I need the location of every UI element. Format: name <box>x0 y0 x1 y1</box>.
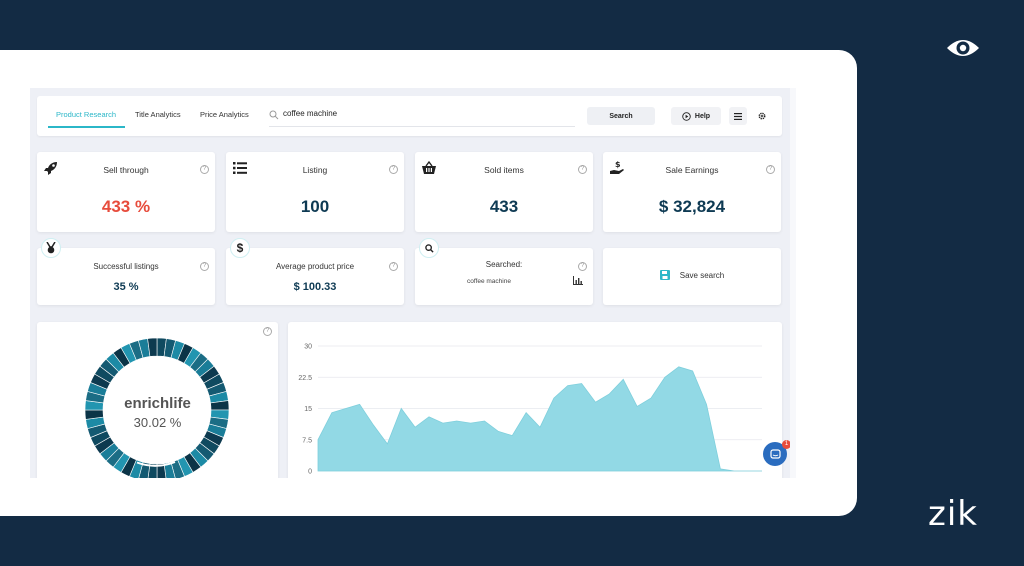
search-badge <box>419 238 439 258</box>
dollar-icon: $ <box>236 241 244 255</box>
help-icon[interactable]: ? <box>389 262 398 271</box>
eye-icon <box>947 40 979 56</box>
tab-product-research[interactable]: Product Research <box>56 110 117 119</box>
chat-icon <box>769 448 781 459</box>
sell-through-title: Sell through <box>103 165 149 175</box>
sold-items-card: Sold items ? 433 <box>415 152 593 232</box>
search-input[interactable]: coffee machine <box>283 109 338 118</box>
screenshot-edge <box>790 88 796 478</box>
tab-title-analytics[interactable]: Title Analytics <box>135 110 181 119</box>
listing-title: Listing <box>302 165 328 175</box>
average-price-title: Average product price <box>275 262 355 271</box>
search-icon <box>424 243 434 253</box>
medal-badge <box>41 238 61 258</box>
sale-earnings-title: Sale Earnings <box>665 165 719 175</box>
successful-listings-card: Successful listings ? 35 % <box>37 238 215 305</box>
settings-button[interactable] <box>753 107 771 125</box>
save-search-label: Save search <box>679 270 725 280</box>
successful-listings-value: 35 % <box>113 281 139 293</box>
area-series <box>317 366 762 472</box>
top-brand-panel: ? enrichlife 30.02 % <box>37 322 278 478</box>
dashboard-screenshot: Product Research Title Analytics Price A… <box>30 88 796 478</box>
searched-title: Searched: <box>485 260 523 269</box>
help-icon[interactable]: ? <box>200 165 209 174</box>
save-search-card[interactable]: Save search <box>603 248 781 305</box>
sell-through-value: 433 % <box>101 197 151 216</box>
search-icon <box>269 110 279 120</box>
sales-area-chart: 30 22.5 15 7.5 0 <box>298 344 762 476</box>
help-icon[interactable]: ? <box>263 327 272 336</box>
top-bar: Product Research Title Analytics Price A… <box>37 96 782 136</box>
promo-card: Product Research Title Analytics Price A… <box>0 50 857 516</box>
search-button[interactable]: Search <box>587 107 655 125</box>
medal-icon <box>46 242 56 254</box>
help-label: Help <box>694 112 711 120</box>
listing-card: Listing ? 100 <box>226 152 404 232</box>
searched-value: coffee machine <box>467 278 511 285</box>
y-tick-label: 22.5 <box>298 375 312 382</box>
active-tab-underline <box>48 126 125 128</box>
y-tick-label: 30 <box>304 344 312 351</box>
svg-text:$: $ <box>615 160 621 169</box>
average-price-value: $ 100.33 <box>293 281 337 293</box>
help-button[interactable]: Help <box>671 107 721 125</box>
y-tick-label: 0 <box>308 469 312 476</box>
tab-price-analytics[interactable]: Price Analytics <box>200 110 249 119</box>
search-underline <box>269 126 575 127</box>
basket-icon <box>422 160 436 174</box>
rocket-icon <box>44 162 57 175</box>
brand-donut-chart <box>84 337 230 478</box>
sold-items-value: 433 <box>489 197 519 216</box>
help-icon[interactable]: ? <box>578 165 587 174</box>
listing-value: 100 <box>300 197 330 216</box>
help-icon[interactable]: ? <box>766 165 775 174</box>
sales-chart-panel: 30 22.5 15 7.5 0 <box>288 322 782 478</box>
searched-card: Searched: ? coffee machine <box>415 238 593 305</box>
save-icon <box>659 270 670 280</box>
donut-segment <box>147 337 158 357</box>
dollar-badge: $ <box>230 238 250 258</box>
help-icon[interactable]: ? <box>389 165 398 174</box>
play-icon <box>682 111 691 121</box>
list-icon <box>233 162 247 174</box>
sell-through-card: Sell through ? 433 % <box>37 152 215 232</box>
help-icon[interactable]: ? <box>200 262 209 271</box>
zik-logo: zik <box>928 494 978 534</box>
gear-icon <box>758 112 766 120</box>
sold-items-title: Sold items <box>484 165 524 175</box>
dollar-hand-icon: $ <box>610 160 624 174</box>
menu-button[interactable] <box>729 107 747 125</box>
donut-brand-name: enrichlife <box>124 395 191 412</box>
average-price-card: $ Average product price ? $ 100.33 <box>226 238 404 305</box>
donut-percent: 30.02 % <box>133 415 182 430</box>
sale-earnings-value: $ 32,824 <box>658 197 726 216</box>
y-tick-label: 15 <box>304 406 312 413</box>
bar-chart-icon[interactable] <box>573 276 583 285</box>
help-icon[interactable]: ? <box>578 262 587 271</box>
successful-listings-title: Successful listings <box>93 262 159 271</box>
menu-icon <box>734 112 742 120</box>
sale-earnings-card: $ Sale Earnings ? $ 32,824 <box>603 152 781 232</box>
chat-notification-badge: 1 <box>782 440 791 449</box>
y-tick-label: 7.5 <box>302 437 312 444</box>
donut-highlight-arc <box>136 461 176 467</box>
